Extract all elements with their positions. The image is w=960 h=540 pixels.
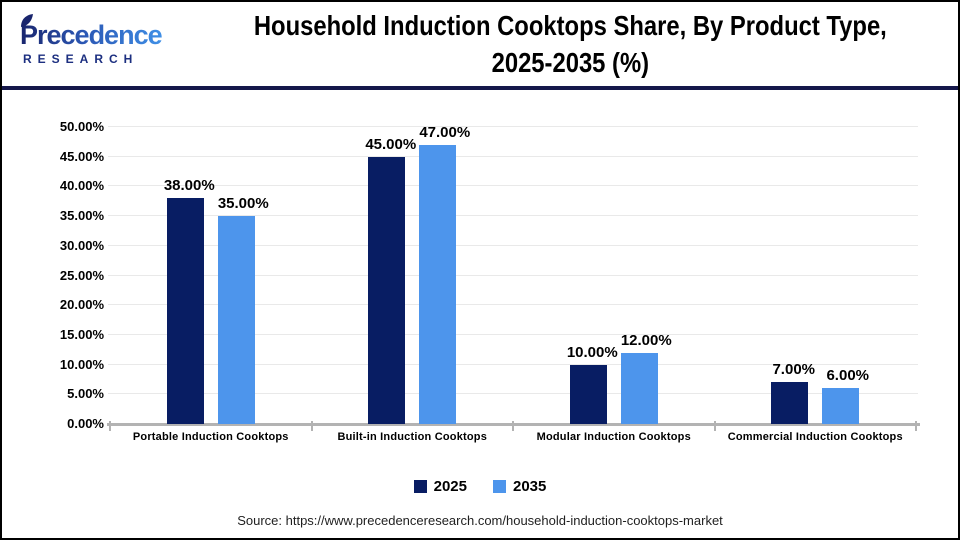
x-axis-category-label: Built-in Induction Cooktops: [337, 431, 488, 443]
gridline: [108, 244, 918, 246]
bar-2025: [771, 382, 809, 424]
plot-area: 38.00% 35.00% 45.00% 47.00% 10.00% 12.00% 7.00…: [107, 123, 920, 431]
chart-title-line2: 2025-2035 (%): [491, 47, 650, 78]
y-axis-tick-label: 0.00%: [67, 416, 104, 431]
y-axis-tick-label: 45.00%: [59, 148, 104, 164]
bar-2035: [419, 144, 457, 424]
brand-name: Precedence: [20, 20, 163, 50]
y-axis-tick-label: 30.00%: [59, 237, 104, 253]
legend-label-2025: 2025: [433, 478, 467, 495]
legend-label-2035: 2035: [513, 478, 547, 495]
bar-value-label: 47.00%: [419, 123, 471, 141]
x-axis-category-label: Modular Induction Cooktops: [536, 431, 691, 443]
bar-value-label: 7.00%: [772, 361, 816, 379]
bar-value-label: 45.00%: [365, 135, 417, 153]
source-text: Source: https://www.precedenceresearch.c…: [237, 513, 723, 528]
bar-value-label: 10.00%: [566, 343, 618, 361]
bar-2035: [217, 216, 255, 424]
leaf-icon: [21, 14, 33, 27]
x-axis-tick: [915, 421, 917, 431]
brand-logo: Precedence RESEARCH: [20, 14, 198, 66]
x-axis-category-label: Commercial Induction Cooktops: [727, 431, 903, 443]
brand-name-row: Precedence: [20, 14, 163, 50]
y-axis-tick-label: 40.00%: [59, 178, 104, 194]
gridline: [108, 185, 918, 187]
gridline: [108, 274, 918, 276]
gridline: [108, 393, 918, 395]
gridline: [108, 155, 918, 157]
y-axis-tick-label: 50.00%: [59, 119, 104, 134]
y-axis-labels: 0.00% 5.00% 10.00% 15.00% 20.00% 25.00% 30.00%…: [18, 119, 104, 431]
chart-title: Household Induction Cooktops Share, By P…: [254, 7, 887, 81]
bar-group: 38.00% 35.00%: [110, 127, 312, 424]
gridline: [108, 363, 918, 365]
bar-value-label: 12.00%: [620, 331, 672, 349]
bar-2025: [166, 198, 204, 424]
bar-2025: [368, 156, 406, 424]
bar-2035: [620, 352, 658, 424]
bar-value-label: 6.00%: [826, 367, 870, 385]
bar-value-label: 38.00%: [163, 177, 215, 195]
gridline: [108, 333, 918, 335]
x-axis-category-label: Portable Induction Cooktops: [132, 431, 289, 443]
header: Precedence RESEARCH Household Induction …: [2, 2, 958, 90]
legend-swatch-2035: [493, 480, 506, 493]
y-axis-tick-label: 5.00%: [67, 386, 104, 402]
y-axis-tick-label: 20.00%: [59, 297, 104, 313]
x-axis-tick: [713, 421, 716, 431]
y-axis-tick-label: 10.00%: [59, 356, 104, 372]
x-axis-tick: [109, 421, 111, 431]
bar-group: 10.00% 12.00%: [513, 127, 715, 424]
y-axis-tick-label: 15.00%: [59, 326, 104, 342]
legend: 2025 2035: [2, 478, 958, 495]
x-axis-labels: Portable Induction Cooktops Built-in Indu…: [110, 431, 916, 443]
y-axis-tick-label: 25.00%: [59, 267, 104, 283]
x-axis-tick: [310, 421, 313, 431]
gridline: [108, 126, 918, 127]
legend-swatch-2025: [413, 480, 427, 493]
bar-value-label: 35.00%: [217, 195, 269, 213]
bar-2035: [822, 388, 860, 424]
y-axis-tick-label: 35.00%: [59, 208, 104, 224]
legend-item-2035: 2035: [493, 478, 546, 495]
legend-item-2025: 2025: [413, 478, 467, 495]
bar-group: 7.00% 6.00%: [715, 127, 917, 424]
gridline: [108, 215, 918, 217]
bar-group: 45.00% 47.00%: [312, 123, 514, 424]
chart-title-line1: Household Induction Cooktops Share, By P…: [253, 10, 887, 41]
bar-2025: [569, 364, 607, 424]
x-axis-tick: [512, 421, 514, 431]
brand-subname: RESEARCH: [23, 52, 139, 66]
gridline: [108, 304, 918, 306]
